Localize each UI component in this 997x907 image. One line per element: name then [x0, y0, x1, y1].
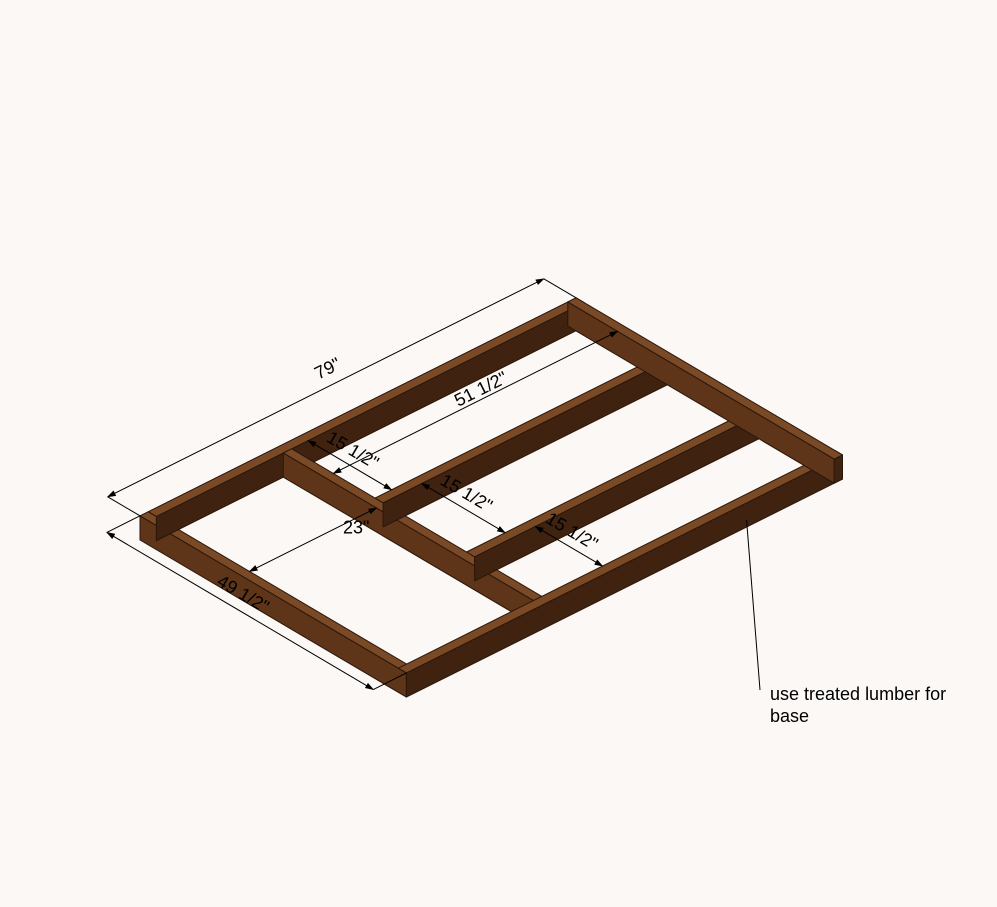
- svg-text:79": 79": [311, 354, 344, 384]
- diagram-canvas: 79"49 1/2"23"51 1/2"15 1/2"15 1/2"15 1/2…: [0, 0, 997, 907]
- note-line-2: base: [770, 706, 809, 726]
- svg-text:23": 23": [343, 518, 369, 538]
- note-line-1: use treated lumber for: [770, 684, 946, 704]
